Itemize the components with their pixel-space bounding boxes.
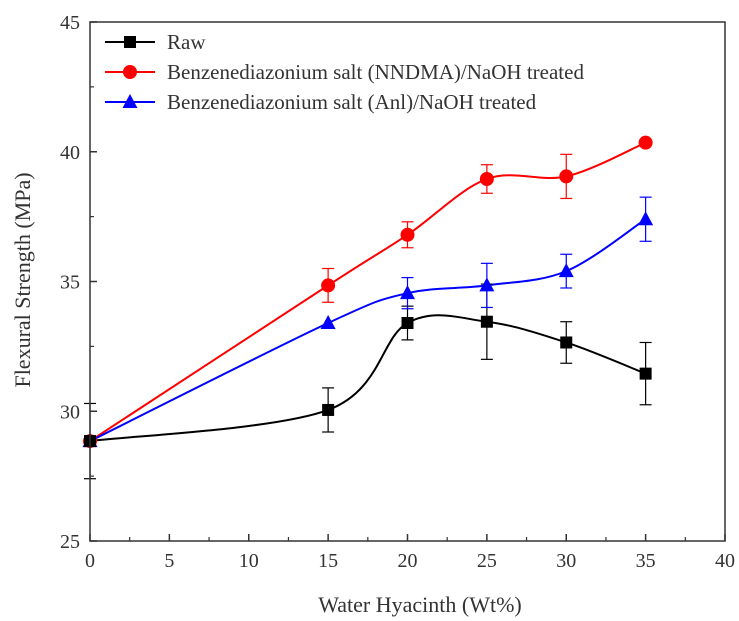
y-tick-label: 45 [60,12,80,34]
x-axis-title: Water Hyacinth (Wt%) [318,592,521,617]
x-tick-label: 20 [398,550,418,572]
data-point-2-1 [320,315,336,330]
x-tick-label: 25 [477,550,497,572]
legend-marker-2 [122,94,138,108]
data-point-1-2 [400,227,415,242]
x-tick-label: 10 [239,550,259,572]
data-point-0-3 [480,315,493,328]
data-point-2-4 [558,263,574,278]
y-tick-label: 40 [60,142,80,164]
x-tick-label: 35 [636,550,656,572]
legend-label-2: Benzenediazonium salt (Anl)/NaOH treated [167,90,537,114]
data-point-0-5 [639,367,652,380]
data-point-1-3 [479,171,494,186]
series-line-2 [89,218,647,442]
data-point-0-4 [560,336,573,349]
y-axis-title: Flexural Strength (MPa) [10,172,35,387]
data-point-1-4 [559,169,574,184]
x-tick-label: 30 [556,550,576,572]
x-tick-label: 5 [164,550,174,572]
legend-label-1: Benzenediazonium salt (NNDMA)/NaOH treat… [167,60,584,84]
data-point-2-2 [400,285,415,300]
data-point-1-5 [638,135,653,150]
data-point-0-1 [322,403,335,416]
data-point-0-2 [401,317,414,330]
series-line-0 [89,314,646,443]
data-point-2-3 [479,277,495,292]
data-point-2-5 [638,211,654,226]
legend-marker-1 [123,65,137,79]
x-tick-label: 15 [318,550,338,572]
y-tick-label: 25 [60,531,80,553]
legend-label-0: Raw [167,30,206,54]
series-line-1 [89,141,647,442]
x-tick-label: 0 [85,550,95,572]
legend: Raw Benzenediazonium salt (NNDMA)/NaOH tr… [105,30,584,114]
legend-marker-0 [124,36,136,48]
x-tick-label: 40 [715,550,735,572]
y-tick-label: 30 [60,401,80,423]
y-tick-label: 35 [60,272,80,294]
data-point-1-1 [321,278,336,293]
